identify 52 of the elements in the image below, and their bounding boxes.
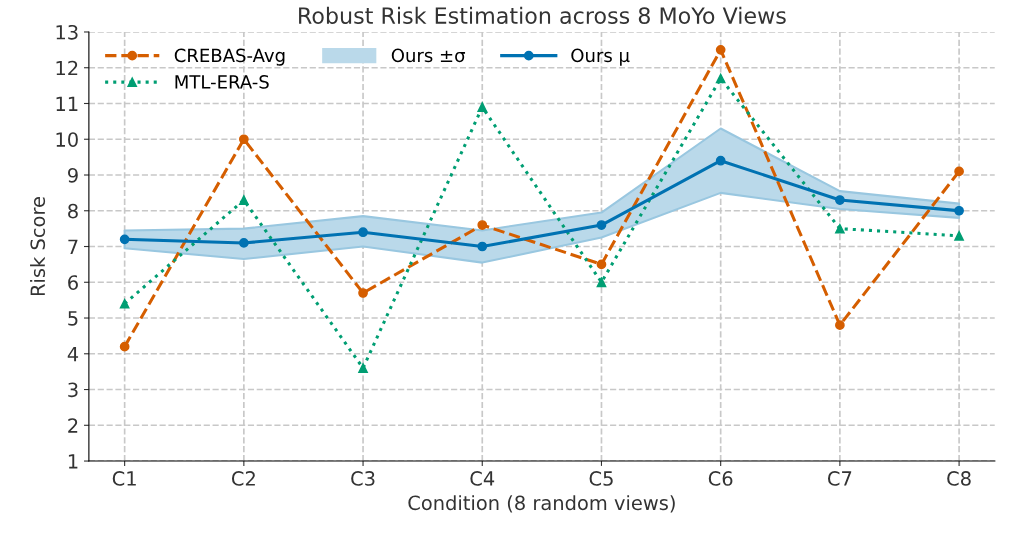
y-tick-label: 2 (68, 418, 78, 433)
y-tick-label: 5 (68, 311, 78, 326)
point (358, 363, 368, 373)
y-tick-label: 1 (68, 454, 78, 469)
point (238, 195, 249, 205)
point (477, 241, 488, 252)
point (477, 220, 488, 230)
y-tick-label: 12 (56, 60, 78, 76)
y-tick-label: 10 (56, 132, 78, 147)
point (358, 288, 368, 298)
point (715, 44, 726, 55)
y-tick-label: 4 (67, 346, 79, 362)
point (596, 277, 607, 288)
y-tick-label: 6 (68, 275, 78, 290)
point (596, 220, 607, 230)
point (119, 341, 130, 352)
x-tick-label: C8 (947, 471, 971, 486)
point (715, 155, 726, 166)
point (835, 223, 845, 234)
y-tick-label: 13 (56, 24, 78, 40)
x-axis-title: Condition (8 random views) (408, 495, 675, 513)
y-axis-title: Risk Score (30, 197, 46, 296)
point (954, 230, 964, 241)
point (238, 134, 249, 145)
point (477, 102, 488, 112)
y-tick-label: 11 (56, 96, 78, 111)
y-tick-label: 8 (68, 203, 78, 219)
x-tick-label: C5 (589, 471, 613, 486)
x-tick-label: C1 (112, 471, 136, 486)
point (358, 227, 368, 238)
x-tick-label: C2 (231, 471, 255, 486)
legend-label: MTL-ERA-S (175, 75, 269, 89)
point (119, 234, 130, 245)
y-tick-label: 7 (68, 239, 78, 254)
point (835, 195, 845, 205)
point (835, 320, 845, 331)
point (715, 73, 726, 84)
point (596, 259, 607, 270)
chart-title: Robust Risk Estimation across 8 MoYo Views (299, 6, 786, 24)
point (954, 166, 964, 177)
x-tick-label: C3 (351, 471, 375, 486)
legend-label: CREBAS-Avg (174, 48, 285, 66)
x-tick-label: C4 (470, 471, 495, 486)
x-tick-label: C6 (708, 471, 733, 486)
y-tick-label: 3 (68, 382, 78, 398)
y-tick-label: 9 (68, 167, 78, 183)
point (238, 238, 249, 248)
x-tick-label: C7 (828, 471, 852, 486)
legend-label: Ours μ (571, 48, 630, 66)
annotation: Ours ±σ (391, 48, 466, 63)
point (119, 298, 130, 309)
point (954, 205, 964, 216)
